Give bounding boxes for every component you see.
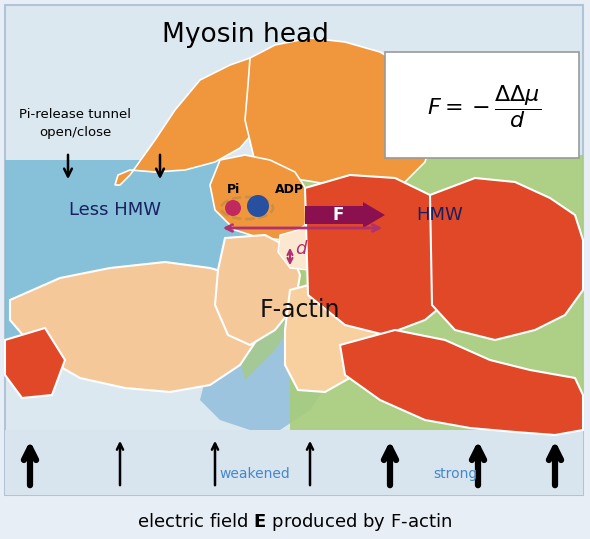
Polygon shape bbox=[430, 178, 583, 340]
Text: F-actin: F-actin bbox=[260, 298, 340, 322]
Text: Less HMW: Less HMW bbox=[69, 201, 161, 219]
Polygon shape bbox=[340, 330, 583, 435]
Circle shape bbox=[225, 200, 241, 216]
Polygon shape bbox=[10, 262, 265, 392]
FancyBboxPatch shape bbox=[5, 430, 583, 495]
FancyBboxPatch shape bbox=[5, 5, 583, 495]
Circle shape bbox=[247, 195, 269, 217]
Text: $\mathbf{F}$: $\mathbf{F}$ bbox=[332, 206, 344, 224]
Text: electric field $\mathit{\mathbf{E}}$ produced by F-actin: electric field $\mathit{\mathbf{E}}$ pro… bbox=[137, 511, 453, 533]
Text: weakened: weakened bbox=[219, 467, 290, 481]
Polygon shape bbox=[200, 290, 330, 430]
Polygon shape bbox=[278, 228, 315, 270]
Text: Pi: Pi bbox=[227, 183, 240, 196]
Text: strong: strong bbox=[433, 467, 477, 481]
Polygon shape bbox=[115, 58, 270, 185]
Polygon shape bbox=[215, 235, 300, 345]
Polygon shape bbox=[240, 230, 305, 380]
Polygon shape bbox=[305, 175, 465, 335]
Polygon shape bbox=[5, 328, 65, 398]
Text: Myosin head: Myosin head bbox=[162, 22, 329, 48]
FancyArrow shape bbox=[305, 202, 385, 228]
FancyBboxPatch shape bbox=[385, 52, 579, 158]
Text: ADP: ADP bbox=[275, 183, 304, 196]
Text: Pi-release tunnel
open/close: Pi-release tunnel open/close bbox=[19, 108, 131, 139]
Polygon shape bbox=[210, 155, 310, 240]
Polygon shape bbox=[5, 160, 290, 368]
Polygon shape bbox=[285, 278, 385, 392]
Text: $F = -\dfrac{\Delta\Delta\mu}{d}$: $F = -\dfrac{\Delta\Delta\mu}{d}$ bbox=[427, 84, 541, 130]
Text: $d$: $d$ bbox=[295, 240, 309, 258]
Polygon shape bbox=[245, 38, 435, 190]
Polygon shape bbox=[290, 155, 583, 430]
Text: HMW: HMW bbox=[417, 206, 463, 224]
